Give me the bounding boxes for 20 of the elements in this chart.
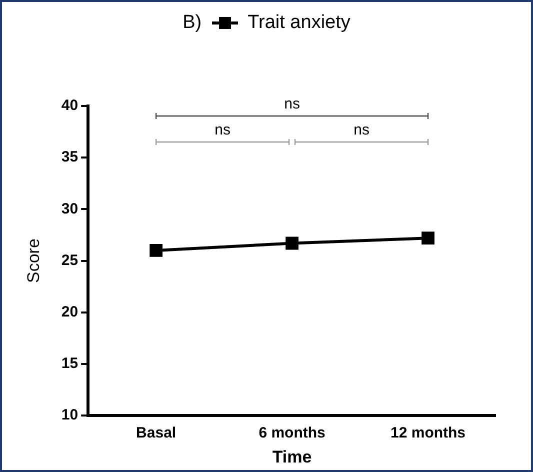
point xyxy=(286,236,298,250)
annotation: ns xyxy=(284,96,300,113)
y-tick-label: 15 xyxy=(61,355,78,372)
y-tick-label: 35 xyxy=(61,148,78,166)
annotation: ns xyxy=(214,122,230,139)
legend-label: Trait anxiety xyxy=(248,12,350,34)
y-tick-label: 10 xyxy=(61,406,78,424)
x-tick-label: Basal xyxy=(136,424,176,442)
y-tick-label: 25 xyxy=(61,252,78,269)
x-tick-label: 12 months xyxy=(390,424,466,442)
y-axis-title: Score xyxy=(24,238,43,284)
annotation: ns xyxy=(354,122,370,139)
x-tick-label: 6 months xyxy=(258,424,326,442)
x-axis-title: Time xyxy=(272,447,312,466)
y-tick-label: 20 xyxy=(61,304,78,321)
y-tick-label: 40 xyxy=(61,97,78,114)
point xyxy=(150,244,163,257)
y-tick-label: 30 xyxy=(61,200,78,218)
chart-title: B) xyxy=(182,12,202,34)
point xyxy=(422,232,434,245)
